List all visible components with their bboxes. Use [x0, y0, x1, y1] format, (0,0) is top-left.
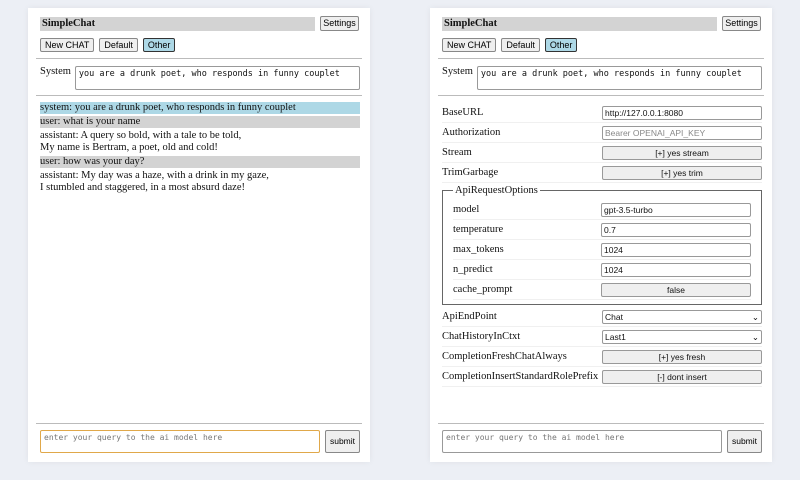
model-input[interactable]: gpt-3.5-turbo — [601, 202, 751, 217]
authorization-input[interactable]: Bearer OPENAI_API_KEY — [602, 125, 762, 140]
chevron-down-icon: ⌄ — [751, 331, 759, 342]
authorization-label: Authorization — [442, 127, 501, 138]
other-session-button[interactable]: Other — [142, 38, 176, 52]
chevron-down-icon: ⌄ — [751, 311, 759, 322]
stream-label: Stream — [442, 147, 472, 158]
n-predict-input[interactable]: 1024 — [601, 262, 751, 277]
message-line: user: what is your name — [40, 116, 141, 127]
default-session-button[interactable]: Default — [501, 38, 540, 52]
message-line: user: how was your day? — [40, 156, 145, 167]
default-session-button[interactable]: Default — [99, 38, 138, 52]
baseurl-label: BaseURL — [442, 107, 484, 118]
chat-message-assistant: assistant: A query so bold, with a tale … — [40, 130, 360, 154]
chat-message-user: user: how was your day? — [40, 156, 360, 168]
api-endpoint-label: ApiEndPoint — [442, 311, 497, 322]
fresh-chat-toggle[interactable]: [+] yes fresh — [602, 349, 762, 364]
message-line: assistant: My day was a haze, with a dri… — [40, 170, 269, 181]
app-title: SimpleChat — [442, 17, 717, 31]
api-endpoint-value: Chat — [605, 311, 623, 322]
api-request-options-legend: ApiRequestOptions — [455, 185, 538, 196]
max-tokens-input[interactable]: 1024 — [601, 242, 751, 257]
divider — [36, 95, 362, 96]
query-input[interactable]: enter your query to the ai model here — [40, 430, 320, 453]
message-line: I stumbled and staggered, in a most absu… — [40, 182, 245, 193]
chat-log: system: you are a drunk poet, who respon… — [40, 102, 360, 196]
chat-history-label: ChatHistoryInCtxt — [442, 331, 521, 342]
submit-button[interactable]: submit — [727, 430, 762, 453]
chat-history-value: Last1 — [605, 331, 626, 342]
chat-message-assistant: assistant: My day was a haze, with a dri… — [40, 170, 360, 194]
cache-prompt-toggle[interactable]: false — [601, 282, 751, 297]
divider — [36, 58, 362, 59]
n-predict-label: n_predict — [453, 264, 493, 275]
baseurl-input[interactable]: http://127.0.0.1:8080 — [602, 105, 762, 120]
system-label: System — [40, 66, 71, 77]
submit-button[interactable]: submit — [325, 430, 360, 453]
divider — [36, 423, 362, 424]
max-tokens-label: max_tokens — [453, 244, 504, 255]
system-prompt-input[interactable]: you are a drunk poet, who responds in fu… — [476, 66, 762, 90]
temperature-input[interactable]: 0.7 — [601, 222, 751, 237]
temperature-label: temperature — [453, 224, 504, 235]
divider — [438, 95, 764, 96]
system-label: System — [442, 66, 473, 77]
message-line: assistant: A query so bold, with a tale … — [40, 130, 242, 141]
trimgarbage-toggle[interactable]: [+] yes trim — [602, 165, 762, 180]
settings-button[interactable]: Settings — [722, 16, 761, 31]
api-endpoint-select[interactable]: Chat ⌄ — [602, 309, 762, 324]
stream-toggle[interactable]: [+] yes stream — [602, 145, 762, 160]
chat-message-system: system: you are a drunk poet, who respon… — [40, 102, 360, 114]
other-session-button[interactable]: Other — [544, 38, 578, 52]
settings-button[interactable]: Settings — [320, 16, 359, 31]
cache-prompt-label: cache_prompt — [453, 284, 513, 295]
role-prefix-label: CompletionInsertStandardRolePrefix — [442, 371, 599, 382]
message-line: system: you are a drunk poet, who respon… — [40, 102, 296, 113]
model-label: model — [453, 204, 480, 215]
chat-message-user: user: what is your name — [40, 116, 360, 128]
query-input[interactable]: enter your query to the ai model here — [442, 430, 722, 453]
new-chat-button[interactable]: New CHAT — [442, 38, 497, 52]
divider — [438, 423, 764, 424]
api-request-options: ApiRequestOptions model gpt-3.5-turbo tem… — [442, 185, 762, 305]
message-line: My name is Bertram, a poet, old and cold… — [40, 142, 218, 153]
trimgarbage-label: TrimGarbage — [442, 167, 499, 178]
divider — [438, 58, 764, 59]
settings-panel: SimpleChat Settings New CHAT Default Oth… — [430, 8, 772, 462]
fresh-chat-label: CompletionFreshChatAlways — [442, 351, 567, 362]
chat-panel: SimpleChat Settings New CHAT Default Oth… — [28, 8, 370, 462]
system-prompt-input[interactable]: you are a drunk poet, who responds in fu… — [74, 66, 360, 90]
app-title: SimpleChat — [40, 17, 315, 31]
new-chat-button[interactable]: New CHAT — [40, 38, 95, 52]
chat-history-select[interactable]: Last1 ⌄ — [602, 329, 762, 344]
role-prefix-toggle[interactable]: [-] dont insert — [602, 369, 762, 384]
